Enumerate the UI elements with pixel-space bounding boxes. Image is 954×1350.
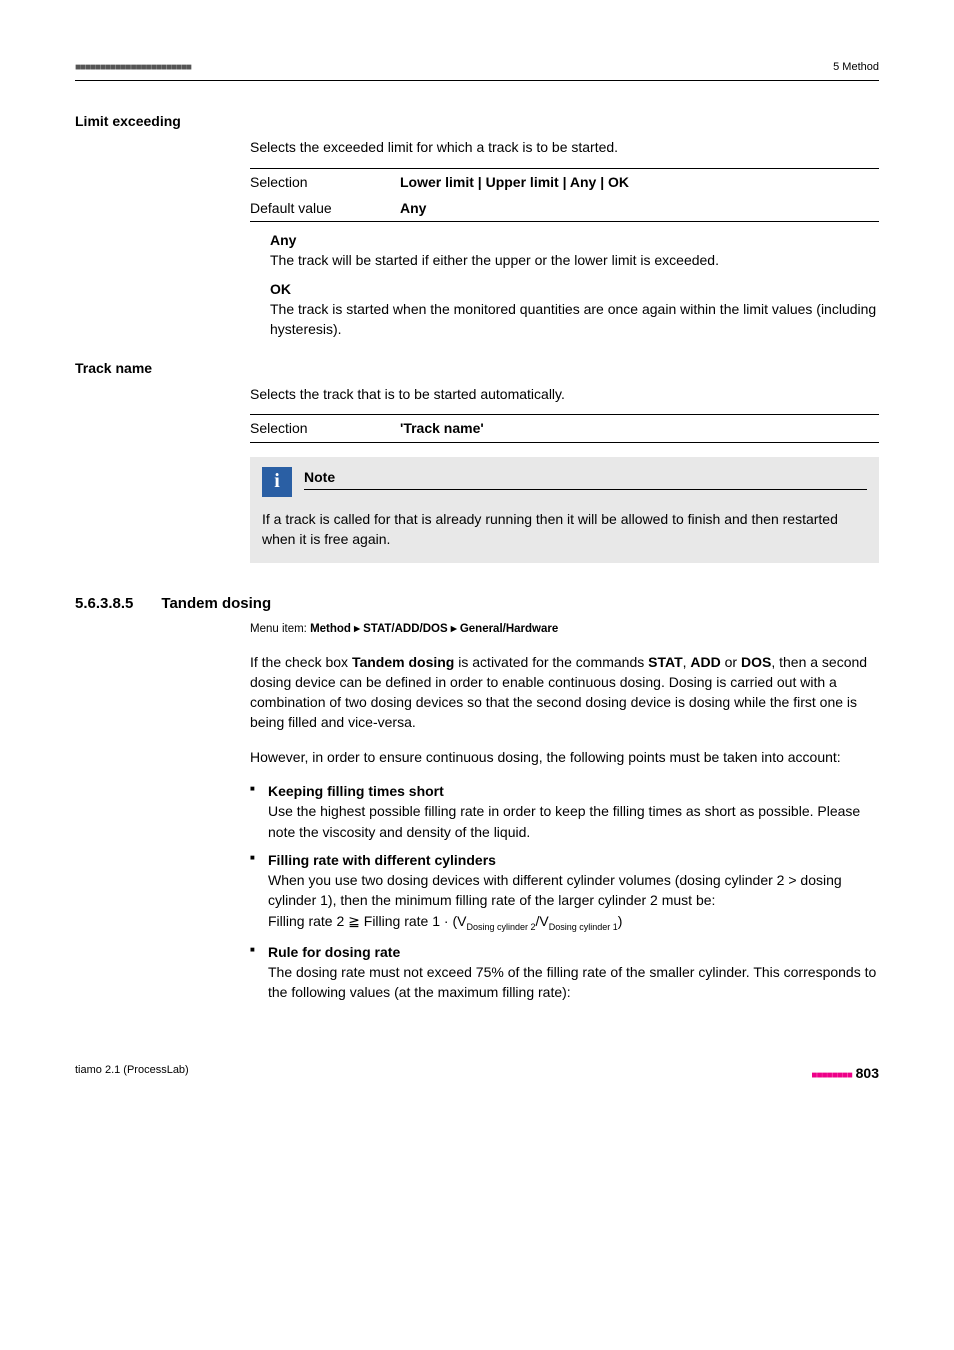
field-limit-exceeding: Limit exceeding Selects the exceeded lim… — [75, 111, 879, 340]
b2-formula: Filling rate 2 ≧ Filling rate 1 · (VDosi… — [268, 913, 622, 929]
p1g: or — [721, 654, 741, 670]
sub-ok-text: The track is started when the monitored … — [270, 299, 879, 340]
tandem-p1: If the check box Tandem dosing is activa… — [250, 652, 879, 733]
b1-title: Keeping filling times short — [268, 783, 444, 799]
block-track-name: Selects the track that is to be started … — [250, 384, 879, 563]
bullet-3: Rule for dosing rate The dosing rate mus… — [250, 942, 879, 1003]
heading-title: Tandem dosing — [161, 593, 271, 615]
b1-text: Use the highest possible filling rate in… — [268, 803, 860, 839]
tandem-bullets: Keeping filling times short Use the high… — [250, 781, 879, 1003]
footer-page: ■■■■■■■■ 803 — [811, 1063, 879, 1084]
menu-prefix: Menu item: — [250, 623, 310, 635]
table-track-name: Selection 'Track name' — [250, 414, 879, 442]
cell-selection-value: Lower limit | Upper limit | Any | OK — [400, 168, 879, 195]
footer-num: 803 — [852, 1065, 879, 1081]
sub-ok-label: OK — [270, 279, 879, 299]
menu-path: Menu item: Method ▸ STAT/ADD/DOS ▸ Gener… — [250, 621, 879, 638]
note-body: If a track is called for that is already… — [262, 509, 867, 550]
p1a: If the check box — [250, 654, 352, 670]
info-icon: i — [262, 467, 292, 497]
f-e: ) — [618, 913, 623, 929]
tandem-block: Menu item: Method ▸ STAT/ADD/DOS ▸ Gener… — [250, 621, 879, 1003]
page-footer: tiamo 2.1 (ProcessLab) ■■■■■■■■ 803 — [75, 1063, 879, 1084]
bullet-2: Filling rate with different cylinders Wh… — [250, 850, 879, 934]
desc-limit-exceeding: Selects the exceeded limit for which a t… — [250, 137, 879, 157]
cell-default-label: Default value — [250, 195, 400, 222]
field-track-name: Track name Selects the track that is to … — [75, 358, 879, 563]
p1f: ADD — [690, 654, 720, 670]
heading-num: 5.6.3.8.5 — [75, 593, 133, 615]
p1h: DOS — [741, 654, 771, 670]
note-box: i Note If a track is called for that is … — [250, 457, 879, 564]
bullet-1: Keeping filling times short Use the high… — [250, 781, 879, 842]
b2-text: When you use two dosing devices with dif… — [268, 872, 842, 908]
footer-left: tiamo 2.1 (ProcessLab) — [75, 1063, 189, 1084]
p1d: STAT — [648, 654, 682, 670]
block-limit-exceeding: Selects the exceeded limit for which a t… — [250, 137, 879, 339]
f-a: Filling rate 2 ≧ Filling rate 1 · (V — [268, 913, 466, 929]
header-dots: ■■■■■■■■■■■■■■■■■■■■■■■ — [75, 61, 191, 76]
page-header: ■■■■■■■■■■■■■■■■■■■■■■■ 5 Method — [75, 60, 879, 81]
label-track-name: Track name — [75, 358, 879, 378]
note-head: i Note — [262, 467, 867, 497]
cell-default-value: Any — [400, 195, 879, 222]
table-limit-exceeding: Selection Lower limit | Upper limit | An… — [250, 168, 879, 223]
tandem-p2: However, in order to ensure continuous d… — [250, 747, 879, 767]
desc-track-name: Selects the track that is to be started … — [250, 384, 879, 404]
sub-ok: OK The track is started when the monitor… — [270, 279, 879, 340]
header-section: 5 Method — [833, 60, 879, 76]
f-m: /V — [536, 913, 549, 929]
heading-tandem: 5.6.3.8.5 Tandem dosing — [75, 593, 879, 615]
cell-trackname-sel-value: 'Track name' — [400, 415, 879, 442]
cell-trackname-sel-label: Selection — [250, 415, 400, 442]
sub-any: Any The track will be started if either … — [270, 230, 879, 271]
b3-title: Rule for dosing rate — [268, 944, 400, 960]
note-title: Note — [304, 467, 867, 490]
p1c: is activated for the commands — [454, 654, 648, 670]
sub-any-label: Any — [270, 230, 879, 250]
cell-selection-label: Selection — [250, 168, 400, 195]
menu-path-text: Method ▸ STAT/ADD/DOS ▸ General/Hardware — [310, 623, 558, 635]
b2-title: Filling rate with different cylinders — [268, 852, 496, 868]
f-s1: Dosing cylinder 2 — [466, 922, 535, 932]
label-limit-exceeding: Limit exceeding — [75, 111, 879, 131]
sub-any-text: The track will be started if either the … — [270, 250, 879, 270]
f-s2: Dosing cylinder 1 — [549, 922, 618, 932]
footer-dots: ■■■■■■■■ — [811, 1070, 851, 1081]
p1b: Tandem dosing — [352, 654, 454, 670]
b3-text: The dosing rate must not exceed 75% of t… — [268, 964, 876, 1000]
